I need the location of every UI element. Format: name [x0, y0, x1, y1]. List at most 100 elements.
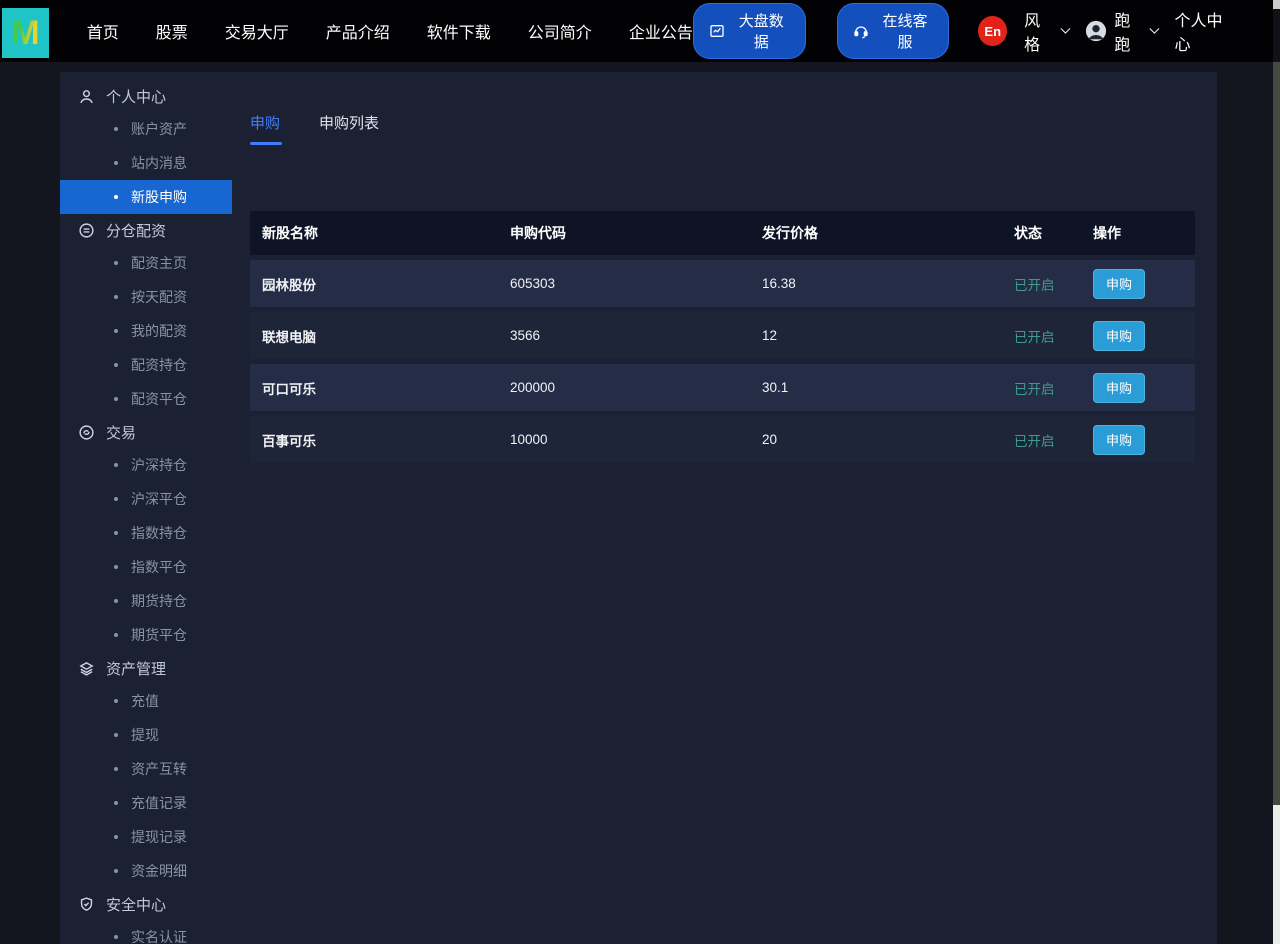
sidebar-item[interactable]: 站内消息	[60, 146, 232, 180]
sidebar-item[interactable]: 配资主页	[60, 246, 232, 280]
sidebar-item[interactable]: 提现	[60, 718, 232, 752]
action-cell: 申购	[1081, 372, 1195, 403]
sidebar-item[interactable]: 按天配资	[60, 280, 232, 314]
sidebar-item-label: 配资主页	[131, 255, 187, 271]
subscribe-button[interactable]: 申购	[1093, 268, 1145, 299]
issue-price-cell: 16.38	[762, 276, 796, 291]
nav-link[interactable]: 股票	[155, 25, 188, 42]
market-data-label: 大盘数据	[738, 13, 784, 51]
sidebar-item-label: 按天配资	[131, 289, 187, 305]
sidebar-item[interactable]: 实名认证	[60, 920, 232, 944]
brand-logo-letter: M	[11, 14, 40, 52]
stock-name-cell: 联想电脑	[262, 329, 316, 345]
subscribe-code-cell: 200000	[510, 380, 556, 395]
chart-icon	[709, 23, 725, 39]
online-service-label: 在线客服	[882, 13, 928, 51]
sidebar-item-label: 充值记录	[131, 795, 187, 811]
sidebar-item[interactable]: 资金明细	[60, 854, 232, 888]
bullet-icon	[114, 565, 118, 569]
sidebar-item[interactable]: 充值	[60, 684, 232, 718]
style-dropdown[interactable]: 风格	[1024, 7, 1070, 55]
sidebar-item[interactable]: 新股申购	[60, 180, 232, 214]
bullet-icon	[114, 599, 118, 603]
sidebar-section-label: 个人中心	[106, 88, 167, 106]
sidebar-item[interactable]: 指数持仓	[60, 516, 232, 550]
action-cell: 申购	[1081, 268, 1195, 299]
subscribe-button[interactable]: 申购	[1093, 320, 1145, 351]
sidebar-item[interactable]: 我的配资	[60, 314, 232, 348]
table-row: 园林股份 605303 16.38 已开启 申购	[250, 260, 1195, 307]
scrollbar[interactable]	[1273, 0, 1280, 944]
personal-center-link[interactable]: 个人中心	[1174, 7, 1236, 55]
bullet-icon	[114, 801, 118, 805]
user-icon	[78, 88, 95, 105]
bullet-icon	[114, 463, 118, 467]
sidebar-item-label: 期货平仓	[131, 627, 187, 643]
bullet-icon	[114, 329, 118, 333]
main-content: 申购 申购列表 新股名称 申购代码 发行价格 状态 操作 园林股份 605303 16.38 已…	[250, 112, 1195, 463]
sidebar-item-label: 提现记录	[131, 829, 187, 845]
sidebar-section-header[interactable]: 个人中心	[60, 80, 232, 112]
table-header-row: 新股名称 申购代码 发行价格 状态 操作	[250, 211, 1195, 255]
nav-link[interactable]: 交易大厅	[224, 25, 289, 42]
action-cell: 申购	[1081, 320, 1195, 351]
sidebar-item[interactable]: 沪深持仓	[60, 448, 232, 482]
stock-name-cell: 园林股份	[262, 277, 316, 293]
sidebar-item[interactable]: 资产互转	[60, 752, 232, 786]
status-badge: 已开启	[1014, 433, 1055, 449]
tab-inactive[interactable]: 申购列表	[319, 112, 379, 145]
bullet-icon	[114, 935, 118, 939]
subscribe-code-cell: 605303	[510, 276, 556, 291]
bullet-icon	[114, 397, 118, 401]
sidebar-section-header[interactable]: 安全中心	[60, 888, 232, 920]
sidebar-item[interactable]: 期货持仓	[60, 584, 232, 618]
language-badge[interactable]: En	[978, 16, 1008, 46]
sidebar-item-label: 指数平仓	[131, 559, 187, 575]
bullet-icon	[114, 295, 118, 299]
nav-link[interactable]: 首页	[86, 25, 119, 42]
sidebar-item[interactable]: 充值记录	[60, 786, 232, 820]
scrollbar-cap	[1273, 0, 1280, 9]
sidebar-item-label: 账户资产	[131, 121, 187, 137]
subscribe-button[interactable]: 申购	[1093, 424, 1145, 455]
sidebar-item-label: 提现	[131, 727, 159, 743]
stock-name-cell: 百事可乐	[262, 433, 316, 449]
nav-link[interactable]: 产品介绍	[325, 25, 390, 42]
tab-active[interactable]: 申购	[250, 112, 282, 145]
sidebar-item[interactable]: 提现记录	[60, 820, 232, 854]
sidebar-item[interactable]: 配资持仓	[60, 348, 232, 382]
subscribe-button[interactable]: 申购	[1093, 372, 1145, 403]
style-dropdown-label: 风格	[1024, 13, 1041, 54]
sidebar-item[interactable]: 账户资产	[60, 112, 232, 146]
sidebar-section-header[interactable]: 交易	[60, 416, 232, 448]
market-data-button[interactable]: 大盘数据	[692, 3, 806, 59]
allocation-icon	[78, 222, 95, 239]
sidebar: 个人中心账户资产站内消息 新股申购 分仓配资配资主页按天配资我的配资配资持仓配资平仓…	[60, 72, 232, 944]
column-header: 状态	[1014, 225, 1042, 241]
online-service-button[interactable]: 在线客服	[836, 3, 950, 59]
layers-icon	[78, 660, 95, 677]
sidebar-item[interactable]: 指数平仓	[60, 550, 232, 584]
user-menu[interactable]: 跑跑	[1085, 7, 1159, 55]
subscribe-code-cell: 3566	[510, 328, 541, 343]
bullet-icon	[114, 127, 118, 131]
headset-icon	[853, 23, 869, 39]
brand-logo[interactable]: M	[2, 8, 49, 58]
table-row: 可口可乐 200000 30.1 已开启 申购	[250, 364, 1195, 411]
sidebar-item[interactable]: 沪深平仓	[60, 482, 232, 516]
sidebar-section-header[interactable]: 资产管理	[60, 652, 232, 684]
nav-link[interactable]: 企业公告	[628, 25, 693, 42]
username-label: 跑跑	[1114, 13, 1131, 54]
sidebar-item-label: 配资持仓	[131, 357, 187, 373]
tab-bar: 申购 申购列表	[250, 112, 1195, 145]
sidebar-item[interactable]: 期货平仓	[60, 618, 232, 652]
scrollbar-thumb[interactable]	[1273, 62, 1280, 805]
bullet-icon	[114, 531, 118, 535]
sidebar-section-header[interactable]: 分仓配资	[60, 214, 232, 246]
sidebar-item[interactable]: 配资平仓	[60, 382, 232, 416]
nav-link[interactable]: 软件下载	[426, 25, 491, 42]
sidebar-section-label: 交易	[106, 424, 137, 442]
status-badge: 已开启	[1014, 381, 1055, 397]
sidebar-item-label: 指数持仓	[131, 525, 187, 541]
nav-link[interactable]: 公司简介	[527, 25, 592, 42]
